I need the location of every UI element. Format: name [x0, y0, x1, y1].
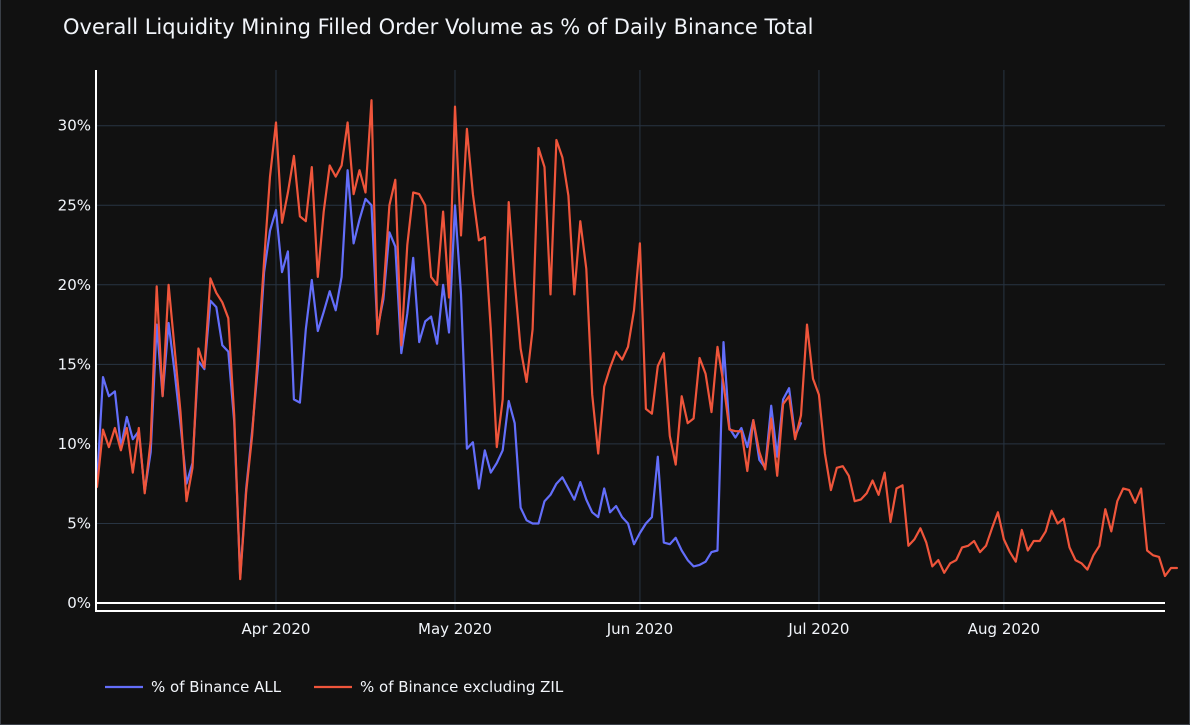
chart-title: Overall Liquidity Mining Filled Order Vo…: [63, 15, 814, 39]
x-tick-label: Jul 2020: [787, 620, 849, 638]
axes: [95, 70, 1165, 612]
x-tick-label: Jun 2020: [606, 620, 673, 638]
y-axis-tick-labels: 0% 5% 10% 15% 20% 25% 30%: [58, 117, 91, 612]
x-axis-tick-labels: Apr 2020 May 2020 Jun 2020 Jul 2020 Aug 2020: [242, 620, 1040, 638]
y-tick-label: 15%: [58, 355, 91, 373]
legend-label: % of Binance excluding ZIL: [360, 678, 564, 696]
x-tick-label: May 2020: [418, 620, 492, 638]
y-tick-label: 25%: [58, 196, 91, 214]
y-tick-label: 5%: [67, 514, 91, 532]
series-line-binance-all[interactable]: [95, 169, 803, 579]
y-tick-label: 10%: [58, 435, 91, 453]
series-line-binance-excluding-zil[interactable]: [95, 99, 1179, 581]
gridlines: [97, 70, 1165, 611]
legend[interactable]: % of Binance ALL % of Binance excluding Z…: [105, 678, 564, 696]
x-tick-label: Apr 2020: [242, 620, 311, 638]
legend-label: % of Binance ALL: [151, 678, 282, 696]
legend-item-binance-excluding-zil[interactable]: % of Binance excluding ZIL: [314, 678, 564, 696]
x-tick-label: Aug 2020: [968, 620, 1040, 638]
series-lines: [95, 99, 1179, 581]
y-tick-label: 20%: [58, 276, 91, 294]
y-tick-label: 0%: [67, 594, 91, 612]
legend-item-binance-all[interactable]: % of Binance ALL: [105, 678, 282, 696]
y-tick-label: 30%: [58, 117, 91, 135]
